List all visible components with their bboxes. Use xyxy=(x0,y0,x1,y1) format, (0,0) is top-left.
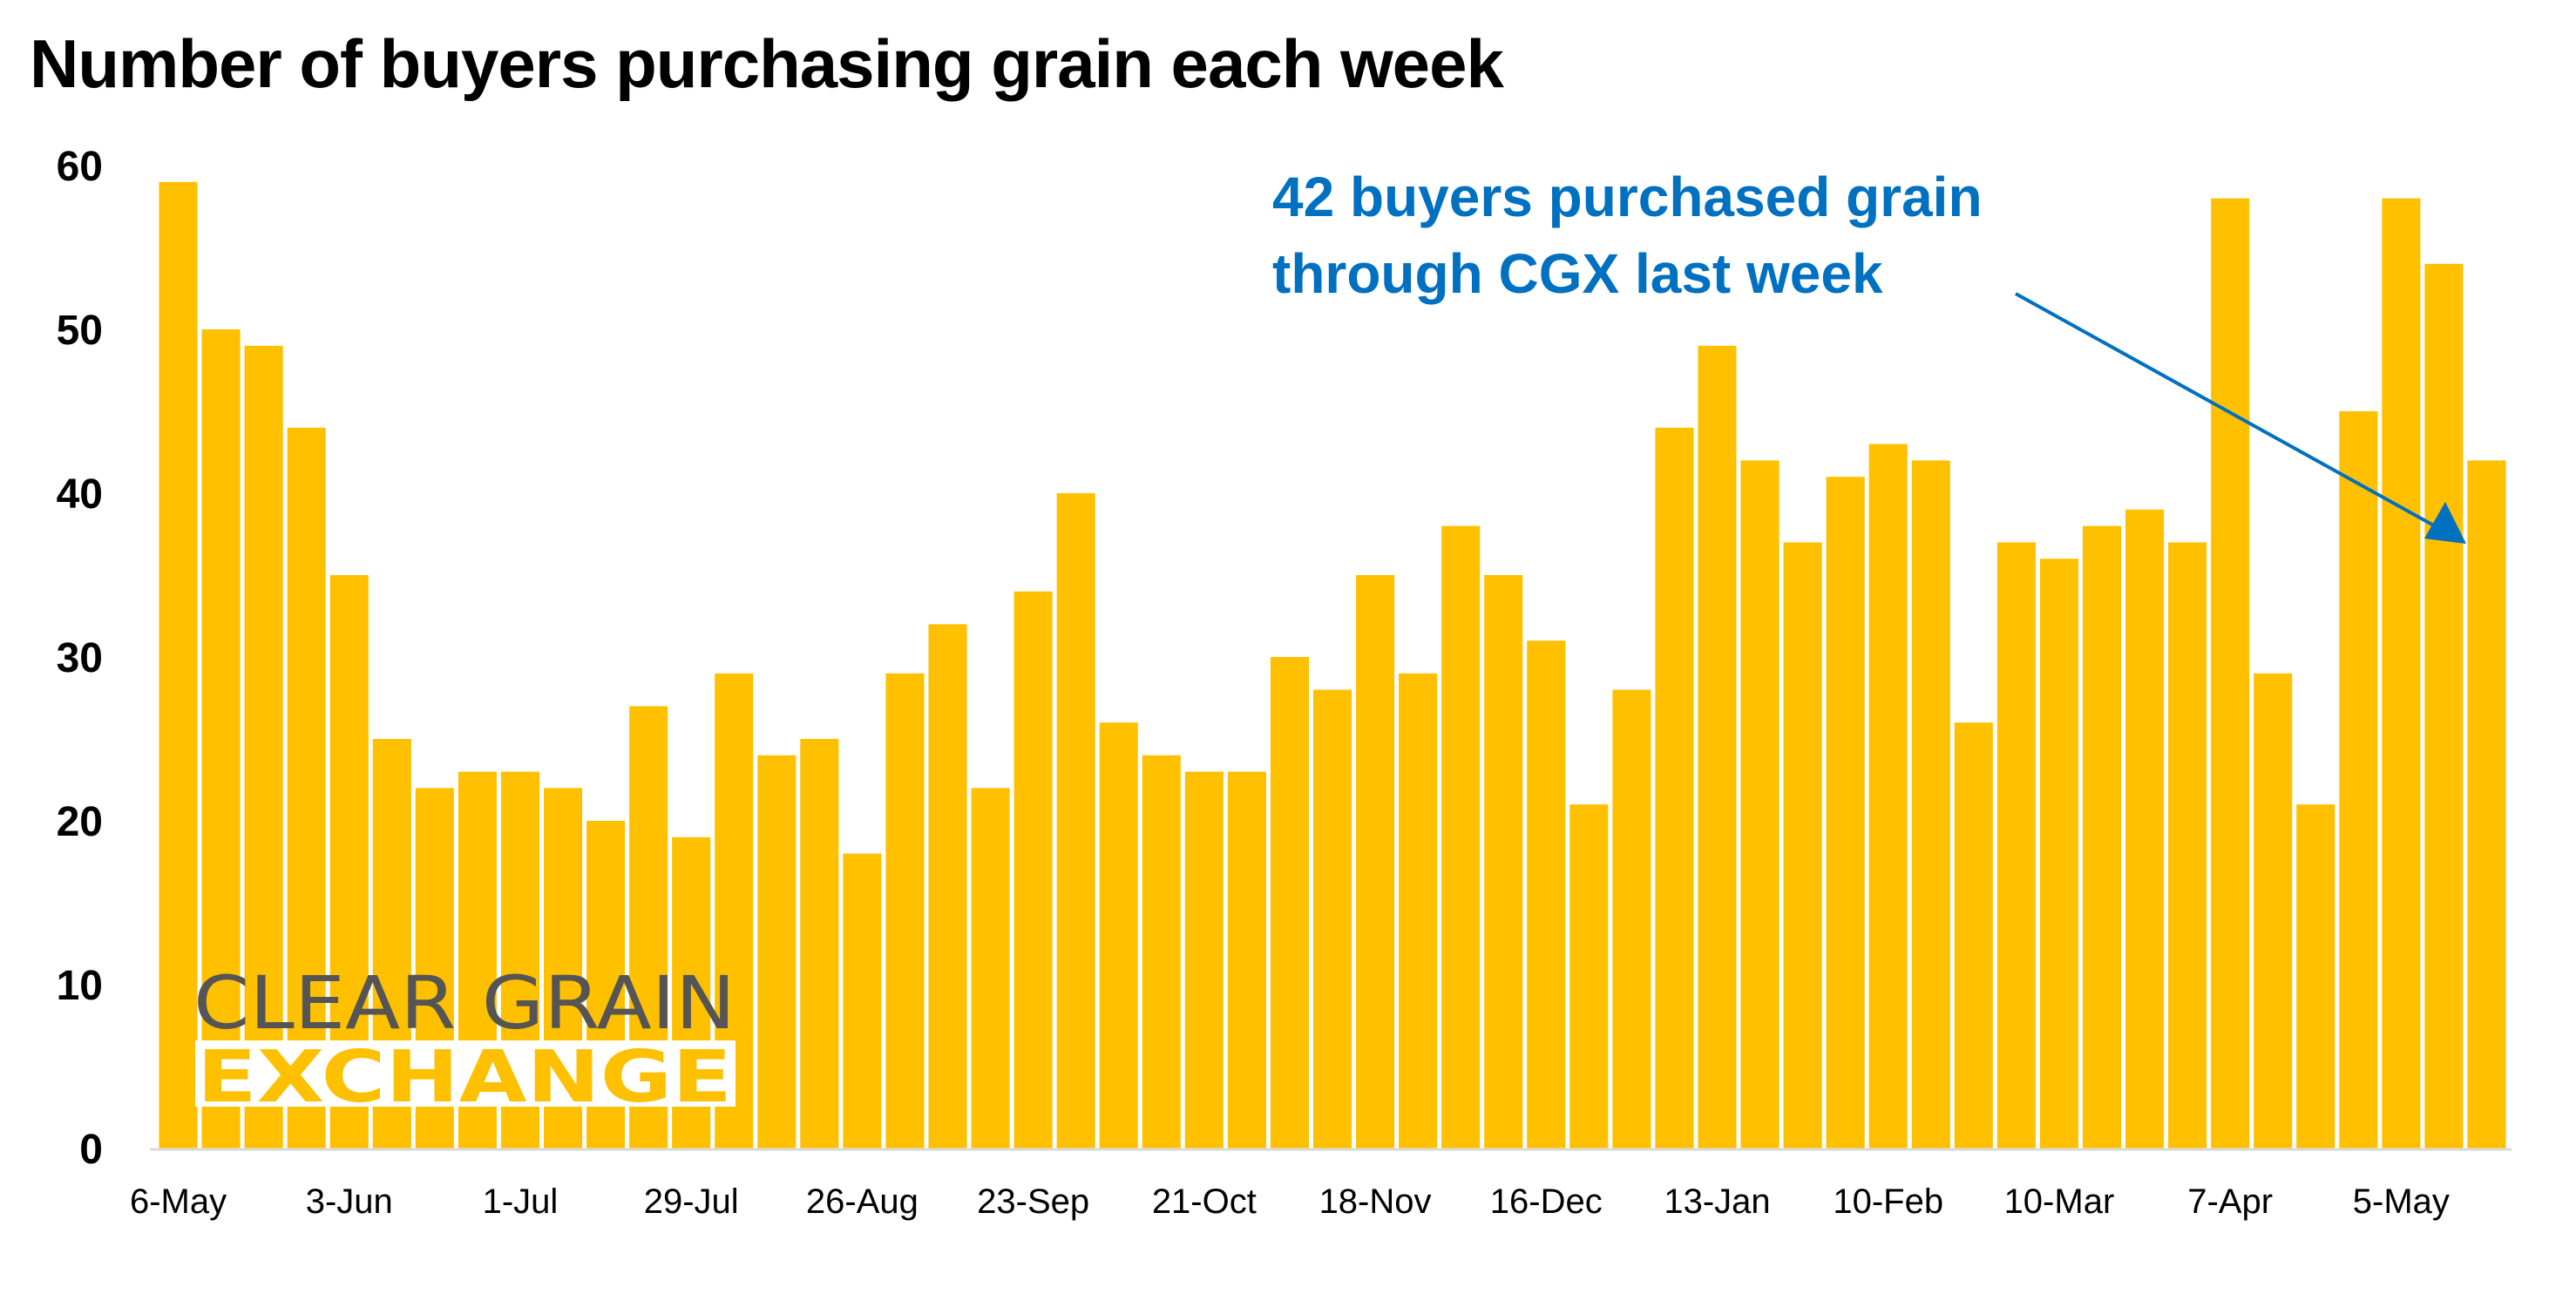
bar xyxy=(2039,559,2078,1148)
y-axis-ticks: 0 10 20 30 40 50 60 xyxy=(57,144,103,1173)
bar xyxy=(1569,804,1609,1148)
bar xyxy=(1441,525,1481,1148)
bar xyxy=(2254,673,2293,1148)
bar xyxy=(2467,460,2506,1148)
x-axis-ticks: 6-May 3-Jun 1-Jul 29-Jul 26-Aug 23-Sep 21-Oct 1… xyxy=(130,1182,2450,1221)
x-tick-label: 5-May xyxy=(2353,1182,2450,1221)
x-tick-label: 3-Jun xyxy=(306,1182,393,1221)
bar xyxy=(2168,542,2207,1148)
bar xyxy=(928,624,967,1148)
y-tick-label: 50 xyxy=(57,308,103,354)
bar xyxy=(2424,263,2464,1148)
arrow-head-icon xyxy=(2424,502,2466,544)
logo-exchange-band xyxy=(195,1040,736,1107)
x-tick-label: 1-Jul xyxy=(483,1182,559,1221)
bar xyxy=(1996,542,2036,1148)
logo-line2: EXCHANGE xyxy=(197,1036,732,1119)
x-tick-label: 18-Nov xyxy=(1319,1182,1432,1221)
bar xyxy=(757,755,797,1148)
bar xyxy=(1698,345,1737,1148)
annotation-line1: 42 buyers purchased grain xyxy=(1272,166,1983,228)
bar xyxy=(2211,198,2250,1149)
x-tick-label: 10-Mar xyxy=(2004,1182,2115,1221)
bar xyxy=(1312,689,1352,1148)
bar xyxy=(2082,525,2122,1148)
y-tick-label: 20 xyxy=(57,799,103,845)
x-tick-label: 21-Oct xyxy=(1152,1182,1257,1221)
annotation: 42 buyers purchased grain through CGX la… xyxy=(1272,166,2466,544)
y-tick-label: 10 xyxy=(57,963,103,1009)
x-tick-label: 29-Jul xyxy=(644,1182,739,1221)
bar xyxy=(1527,640,1566,1148)
bar xyxy=(1783,542,1822,1148)
bar xyxy=(1013,591,1053,1148)
bar xyxy=(971,788,1010,1148)
bar xyxy=(1056,493,1095,1148)
chart-title: Number of buyers purchasing grain each w… xyxy=(30,25,1504,102)
bar xyxy=(843,853,882,1148)
x-tick-label: 16-Dec xyxy=(1490,1182,1603,1221)
bar xyxy=(287,427,326,1148)
bar xyxy=(1612,689,1651,1148)
bar xyxy=(2339,411,2378,1148)
bar xyxy=(1184,771,1224,1148)
y-tick-label: 60 xyxy=(57,144,103,190)
bar xyxy=(244,345,283,1148)
annotation-line2: through CGX last week xyxy=(1272,242,1883,305)
bar xyxy=(1954,722,1993,1148)
x-tick-label: 23-Sep xyxy=(977,1182,1089,1221)
bar xyxy=(1655,427,1694,1148)
bar xyxy=(1399,673,1438,1148)
bar xyxy=(2296,804,2335,1148)
bar xyxy=(1868,444,1908,1149)
bar xyxy=(159,181,198,1148)
annotation-arrow-line xyxy=(2015,292,2441,531)
bar xyxy=(885,673,925,1148)
bar xyxy=(1142,755,1181,1148)
y-tick-label: 40 xyxy=(57,471,103,518)
y-tick-label: 0 xyxy=(79,1127,103,1173)
bar xyxy=(1099,722,1138,1148)
bar xyxy=(1911,460,1950,1148)
bar xyxy=(201,329,241,1148)
bar xyxy=(2125,509,2165,1148)
bar xyxy=(1356,575,1395,1148)
bar xyxy=(1270,657,1309,1148)
bar xyxy=(2382,198,2421,1149)
x-tick-label: 26-Aug xyxy=(806,1182,919,1221)
x-tick-label: 6-May xyxy=(130,1182,227,1221)
bar xyxy=(1227,771,1266,1148)
bar xyxy=(800,739,839,1148)
logo: CLEAR GRAIN EXCHANGE xyxy=(193,960,736,1119)
x-tick-label: 13-Jan xyxy=(1664,1182,1770,1221)
x-tick-label: 7-Apr xyxy=(2187,1182,2273,1221)
y-tick-label: 30 xyxy=(57,635,103,681)
logo-line1: CLEAR GRAIN xyxy=(193,960,736,1046)
x-tick-label: 10-Feb xyxy=(1833,1182,1943,1221)
bar xyxy=(1484,575,1523,1148)
bar xyxy=(1740,460,1779,1148)
bar xyxy=(1826,477,1865,1148)
